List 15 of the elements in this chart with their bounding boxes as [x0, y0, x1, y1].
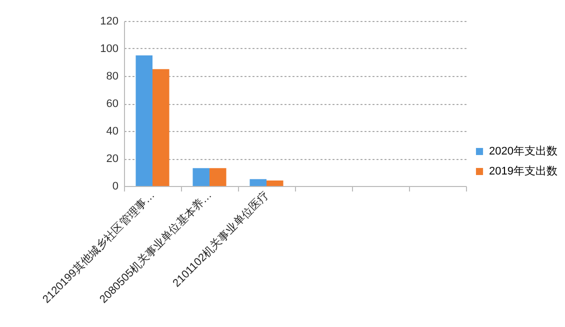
y-tick-label: 0 — [112, 180, 118, 192]
y-tick-label: 20 — [106, 153, 118, 165]
bar — [136, 55, 152, 186]
bar — [192, 168, 210, 186]
legend-label: 2019年支出数 — [489, 164, 558, 178]
bar — [266, 180, 284, 186]
y-tick-label: 60 — [106, 98, 118, 110]
y-tick-label: 80 — [106, 70, 118, 82]
y-tick-label: 120 — [100, 16, 118, 28]
bar — [152, 69, 170, 186]
bar — [250, 179, 266, 186]
y-tick-label: 40 — [106, 126, 118, 138]
y-tick-label: 100 — [100, 43, 118, 55]
legend-label: 2020年支出数 — [489, 144, 558, 158]
bar — [210, 168, 226, 186]
